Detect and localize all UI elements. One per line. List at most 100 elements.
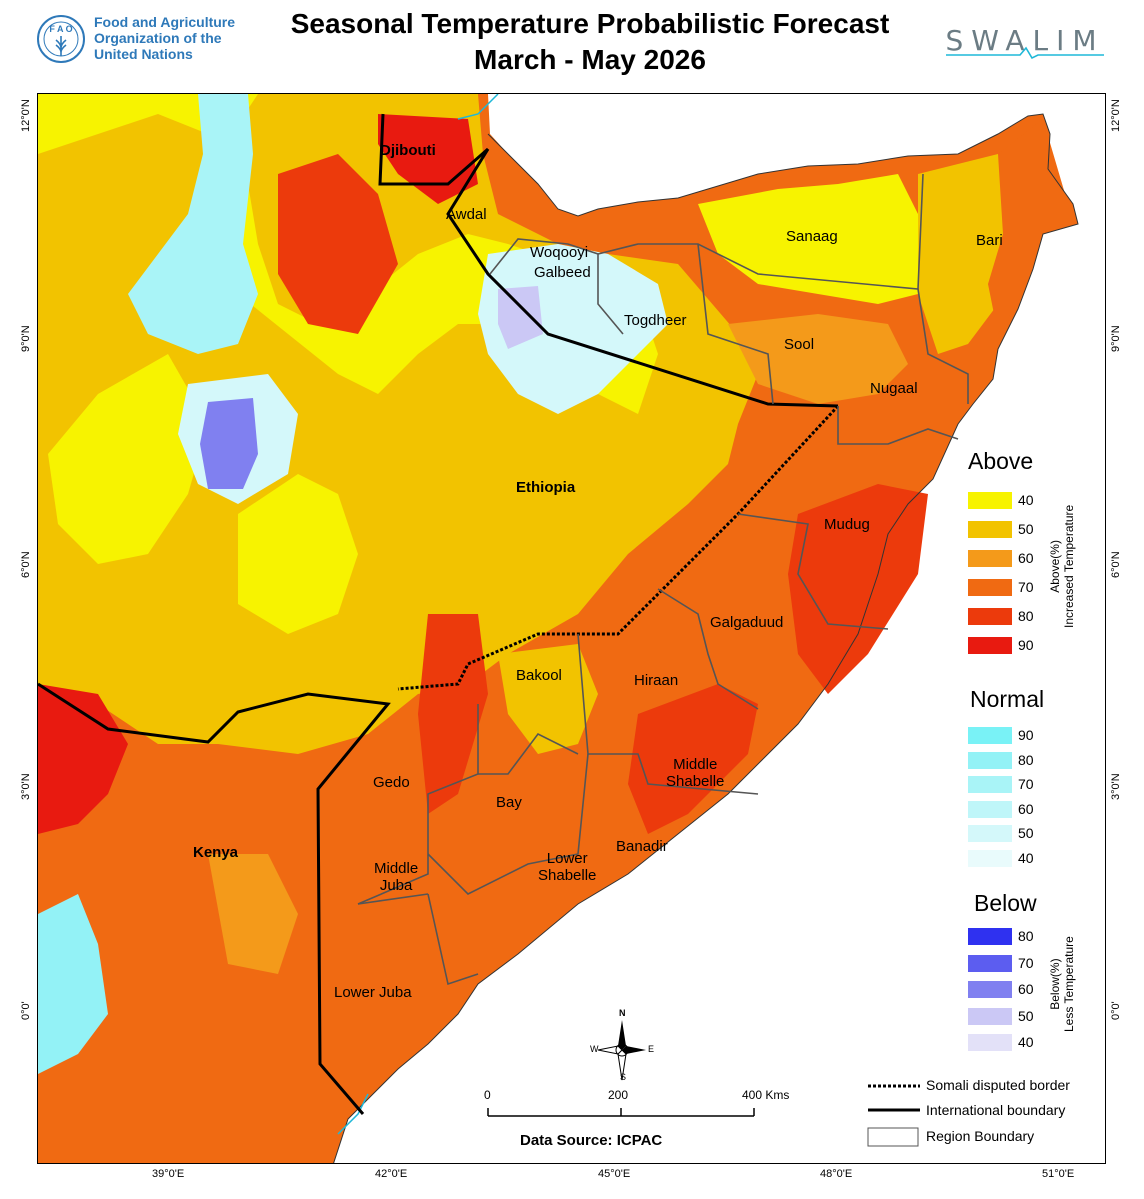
fao-wheat-emblem-icon: F A O	[36, 14, 86, 64]
lon-label-42e: 42°0'E	[375, 1168, 408, 1180]
below-label-70: 70	[1018, 954, 1034, 971]
below-swatch-60	[968, 981, 1012, 998]
legend-international-boundary: International boundary	[926, 1102, 1066, 1118]
zone-below-north	[498, 286, 543, 349]
coastal-waterway-south	[337, 1093, 369, 1135]
below-swatch-50	[968, 1007, 1012, 1025]
legend-below-caption-line1: Below(%)	[1048, 958, 1062, 1010]
zone-red-mudug	[788, 484, 928, 694]
above-label-60: 60	[1018, 550, 1034, 566]
org-line-1: Food and Agriculture	[94, 14, 236, 30]
zone-orange-sool	[728, 314, 908, 404]
region-boundaries	[357, 173, 969, 986]
lat-label-6n-right: 6°0'N	[1110, 551, 1122, 578]
above-label-40: 40	[1018, 492, 1034, 508]
zone-red-west	[278, 154, 398, 334]
label-sanaag: Sanaag	[786, 228, 838, 245]
svg-text:F A O: F A O	[49, 24, 72, 34]
legend-normal-title: Normal	[970, 686, 1045, 712]
label-middle-juba-line2: Juba	[379, 877, 413, 894]
zone-red-shabelle	[628, 684, 758, 834]
swalim-logo-text: SWALIM	[945, 24, 1105, 57]
zone-orange-bari	[988, 119, 1068, 334]
zone-gold-bari	[918, 154, 1028, 354]
below-swatch-70	[968, 954, 1012, 972]
legend-below-caption-line2: Less Temperature	[1062, 936, 1076, 1032]
forecast-map: Djibouti Ethiopia Kenya Awdal Woqooyi Ga…	[37, 93, 1106, 1164]
compass-n: N	[619, 1008, 626, 1018]
lat-label-3n-left: 3°0'N	[20, 773, 32, 800]
lon-label-48e: 48°0'E	[820, 1168, 853, 1180]
below-swatch-80	[968, 928, 1012, 945]
lon-label-51e: 51°0'E	[1042, 1168, 1075, 1180]
below-swatch-40	[968, 1034, 1012, 1051]
label-middle-shabelle: Middle Shabelle	[666, 756, 724, 790]
data-source: Data Source: ICPAC	[520, 1132, 663, 1149]
zone-yellow-center	[48, 354, 208, 564]
above-label-90: 90	[1018, 637, 1034, 653]
zone-normal-kenya	[38, 894, 108, 1074]
legend-below-caption: Below(%) Less Temperature	[1048, 936, 1076, 1032]
normal-swatch-90	[968, 727, 1012, 744]
label-gedo: Gedo	[373, 774, 410, 791]
normal-swatch-60	[968, 800, 1012, 818]
above-label-80: 80	[1018, 608, 1034, 624]
normal-label-80: 80	[1018, 751, 1034, 768]
label-nugaal: Nugaal	[870, 380, 918, 397]
zone-gold-kenya	[208, 854, 298, 974]
label-sool: Sool	[784, 336, 815, 353]
zone-normal-west	[128, 94, 258, 354]
label-woqooyi: Woqooyi	[530, 244, 589, 261]
coastal-waterway	[457, 94, 499, 120]
compass-rose-icon: N S E W	[590, 1008, 654, 1082]
label-awdal: Awdal	[446, 206, 487, 223]
zone-gold-bakool	[498, 644, 598, 754]
scale-label-400: 400 Kms	[742, 1088, 790, 1102]
below-label-60: 60	[1018, 981, 1034, 997]
legend-above-caption: Above(%) Increased Temperature	[1048, 505, 1076, 628]
label-lower-shabelle-line2: Shabelle	[538, 867, 597, 884]
lat-label-0-right: 0°0'	[1110, 1001, 1122, 1020]
zone-yellow-mid	[238, 474, 358, 634]
below-label-50: 50	[1018, 1007, 1034, 1024]
org-line-3: United Nations	[94, 46, 193, 62]
normal-label-90: 90	[1018, 727, 1034, 743]
label-hiraan: Hiraan	[634, 672, 679, 689]
normal-swatch-80	[968, 751, 1012, 769]
zone-red-kenya	[38, 684, 128, 834]
header: F A O Food and Agriculture Organization …	[0, 0, 1144, 88]
lat-label-3n-right: 3°0'N	[1110, 773, 1122, 800]
coastline	[333, 113, 1079, 1163]
below-label-80: 80	[1018, 928, 1034, 944]
normal-label-60: 60	[1018, 800, 1034, 817]
forecast-map-canvas	[38, 94, 1105, 1163]
boundary-legend-symbols	[867, 1084, 920, 1147]
label-bay: Bay	[496, 794, 522, 811]
legend-region-boundary: Region Boundary	[926, 1128, 1035, 1144]
label-galgaduud: Galgaduud	[710, 614, 784, 631]
map-title: Seasonal Temperature Probabilistic Forec…	[290, 8, 890, 39]
international-boundary-north	[446, 148, 839, 408]
label-galbeed: Galbeed	[534, 264, 591, 281]
label-bakool: Bakool	[516, 667, 562, 684]
fao-organization-name: Food and Agriculture Organization of the…	[94, 14, 235, 62]
label-lower-juba: Lower Juba	[334, 984, 412, 1001]
above-swatch-80	[968, 608, 1012, 625]
scale-label-0: 0	[484, 1088, 491, 1102]
legend-above-caption-line2: Increased Temperature	[1062, 504, 1076, 628]
zone-normal-north	[478, 244, 668, 414]
scale-bar: 0 200 400 Kms	[470, 1088, 790, 1130]
above-swatch-50	[968, 521, 1012, 538]
label-middle-shabelle-line1: Middle	[673, 756, 718, 773]
normal-label-70: 70	[1018, 776, 1034, 792]
normal-swatch-70	[968, 776, 1012, 793]
compass-s: S	[620, 1072, 627, 1082]
above-label-50: 50	[1018, 521, 1034, 537]
international-boundary-djibouti	[378, 113, 489, 186]
normal-label-50: 50	[1018, 825, 1034, 841]
label-mudug: Mudug	[824, 516, 870, 533]
international-boundary-kenya	[38, 682, 391, 1115]
normal-swatch-40	[968, 849, 1012, 867]
label-kenya: Kenya	[193, 844, 239, 861]
label-lower-shabelle-line1: Lower	[546, 850, 588, 867]
